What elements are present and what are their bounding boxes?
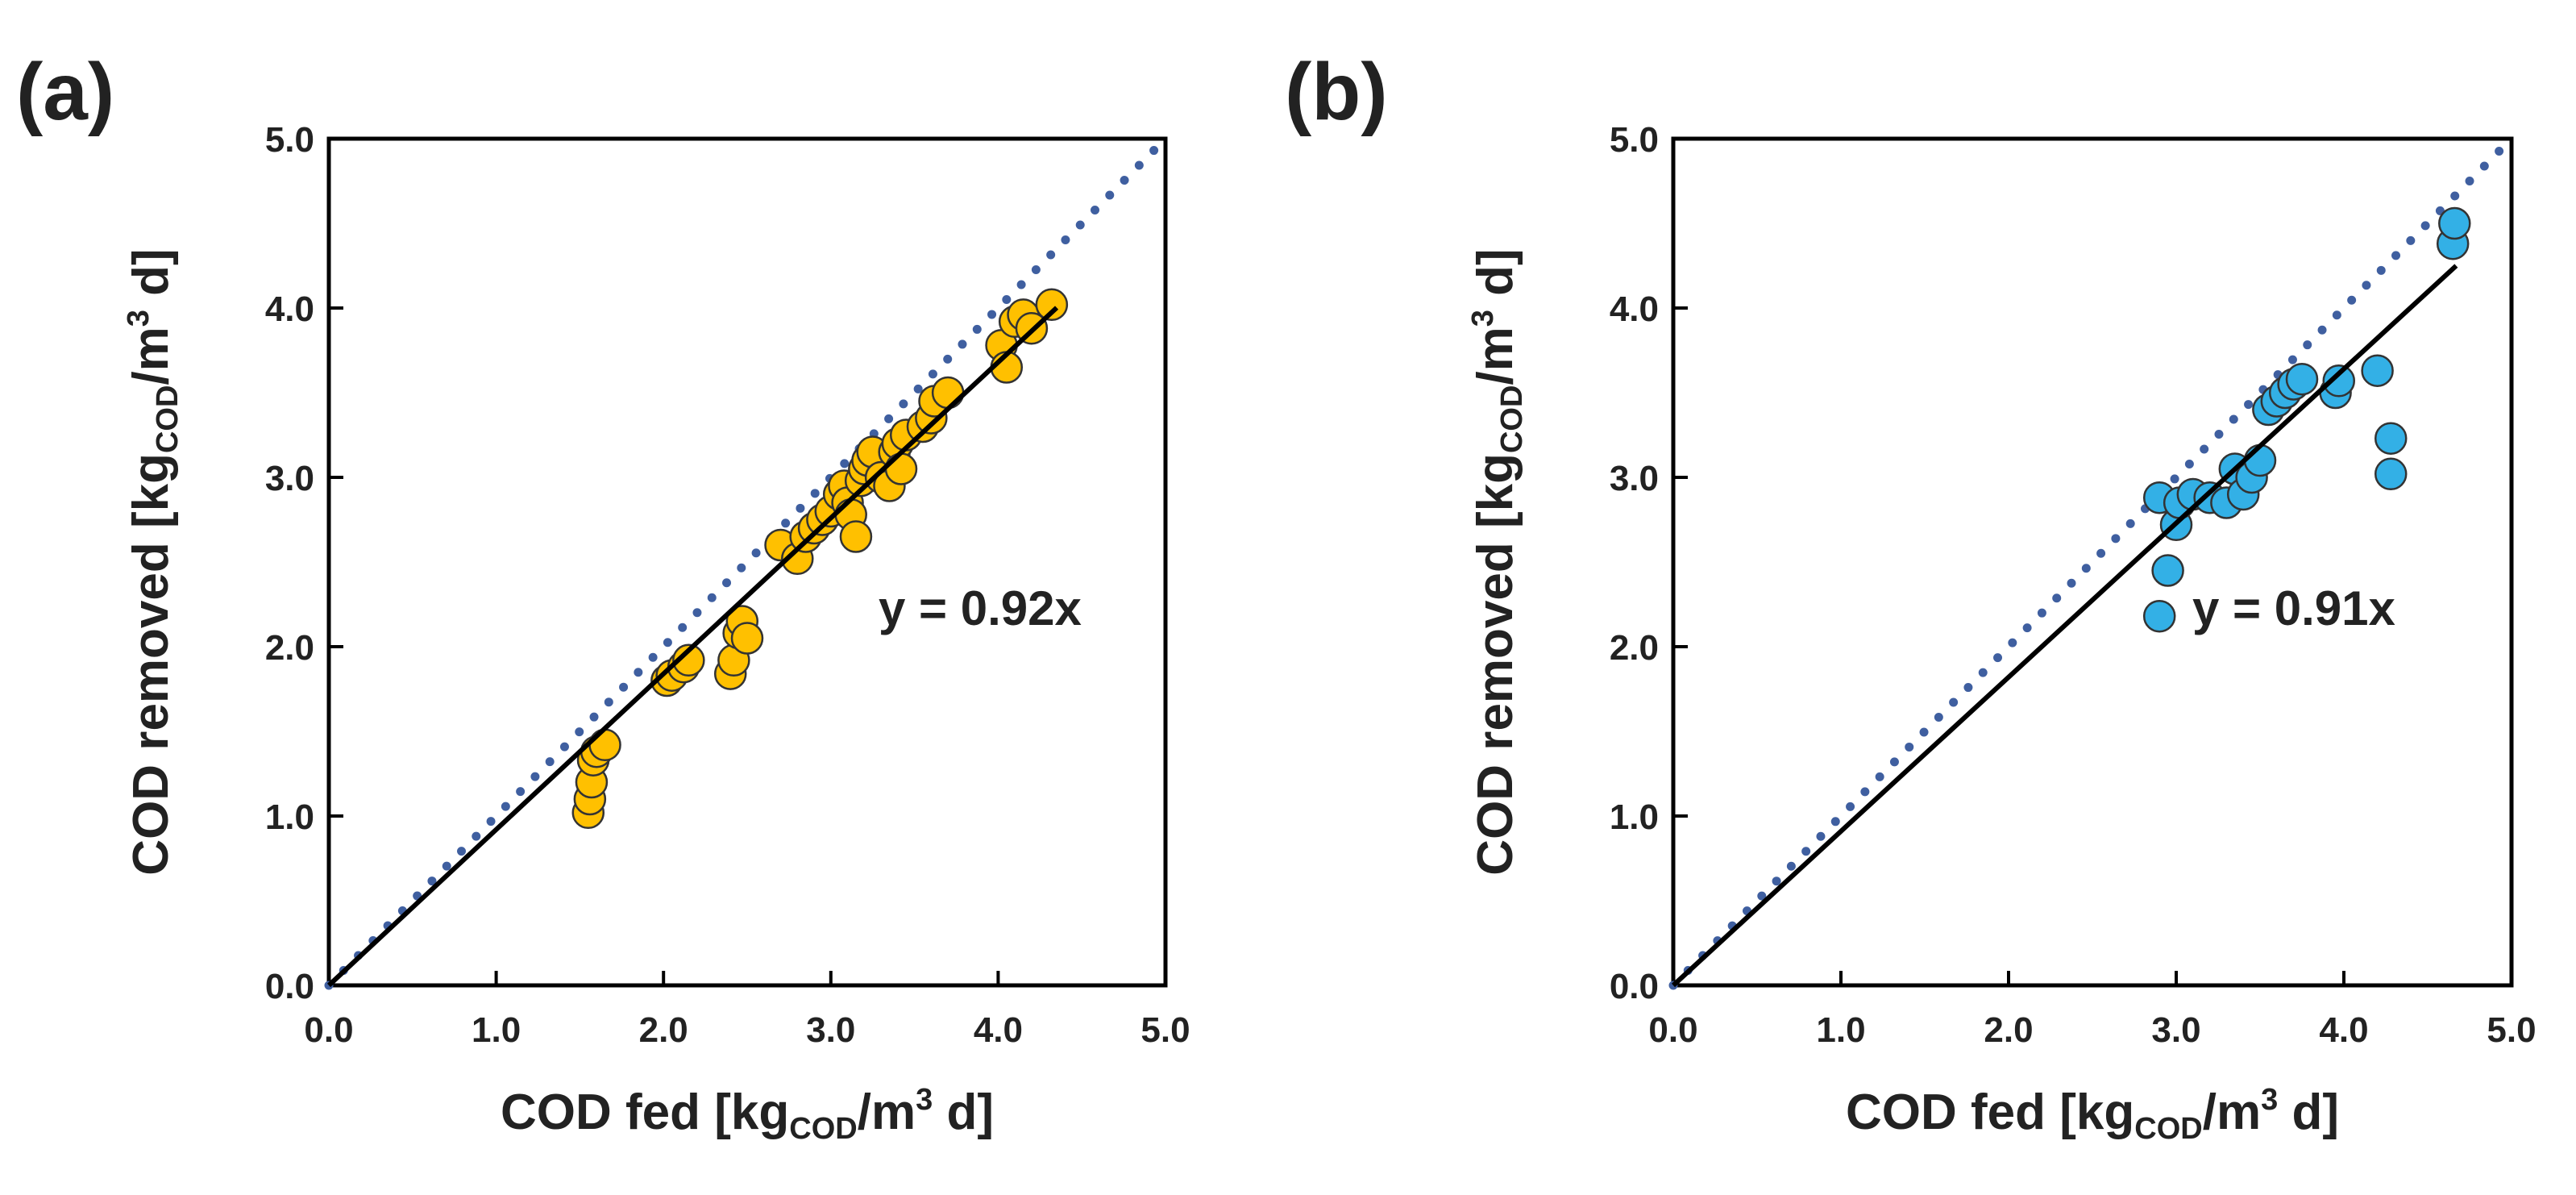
y-tick-label: 0.0 bbox=[265, 967, 314, 1006]
x-tick-label: 1.0 bbox=[472, 1010, 521, 1050]
x-axis-label: COD fed [kgCOD/m3 d] bbox=[1846, 1083, 2339, 1146]
data-point bbox=[2361, 354, 2394, 387]
panel-label: (b) bbox=[1285, 47, 1388, 137]
x-tick-label: 1.0 bbox=[1816, 1010, 1865, 1050]
data-point bbox=[588, 728, 621, 762]
y-tick-label: 0.0 bbox=[1610, 967, 1659, 1006]
data-point bbox=[884, 452, 918, 485]
data-point bbox=[2438, 206, 2471, 240]
x-tick-label: 0.0 bbox=[304, 1010, 353, 1050]
panel-label: (a) bbox=[16, 47, 114, 137]
fit-equation-label: y = 0.92x bbox=[879, 581, 1082, 635]
y-tick-label: 2.0 bbox=[1610, 628, 1659, 668]
x-tick-label: 2.0 bbox=[1984, 1010, 2033, 1050]
y-tick-label: 1.0 bbox=[265, 797, 314, 837]
x-tick-label: 4.0 bbox=[2319, 1010, 2368, 1050]
x-tick-label: 4.0 bbox=[974, 1010, 1023, 1050]
y-tick-label: 5.0 bbox=[1610, 120, 1659, 160]
x-axis-label: COD fed [kgCOD/m3 d] bbox=[501, 1083, 994, 1146]
y-tick-label: 4.0 bbox=[265, 289, 314, 329]
x-tick-label: 0.0 bbox=[1648, 1010, 1697, 1050]
reference-line-1to1 bbox=[324, 143, 1162, 990]
data-point bbox=[2243, 443, 2277, 477]
data-point bbox=[2142, 599, 2176, 633]
data-point bbox=[672, 643, 705, 677]
x-tick-label: 2.0 bbox=[639, 1010, 688, 1050]
data-point bbox=[1035, 288, 1069, 322]
plot-area-frame bbox=[326, 136, 1168, 988]
data-point bbox=[2374, 457, 2408, 491]
data-point bbox=[931, 376, 965, 410]
fit-equation-label: y = 0.91x bbox=[2192, 581, 2395, 635]
data-point bbox=[839, 520, 873, 553]
data-point bbox=[2285, 362, 2319, 396]
data-point bbox=[2322, 364, 2356, 398]
y-tick-label: 3.0 bbox=[1610, 459, 1659, 498]
chart-panel-b: (b) 0.0 1.0 2.0 3.0 4.0 5.0 0.0 1.0 2.0 3.0 4.0 5.0 C… bbox=[1285, 47, 2537, 1146]
y-tick-label: 3.0 bbox=[265, 459, 314, 498]
reference-line-1to1 bbox=[1668, 143, 2508, 990]
chart-panel-a: (a) 0.0 1.0 2.0 3.0 4.0 5.0 0.0 1.0 2.0 3.0 4.0 5.0 C… bbox=[16, 47, 1190, 1146]
y-tick-label: 2.0 bbox=[265, 628, 314, 668]
fit-line bbox=[1671, 264, 2458, 988]
x-tick-label: 3.0 bbox=[806, 1010, 855, 1050]
x-tick-label: 3.0 bbox=[2151, 1010, 2200, 1050]
data-point bbox=[730, 622, 764, 655]
y-tick-label: 5.0 bbox=[265, 120, 314, 160]
x-tick-label: 5.0 bbox=[1141, 1010, 1190, 1050]
y-axis-label: COD removed [kgCOD/m3 d] bbox=[122, 248, 185, 875]
x-tick-label: 5.0 bbox=[2487, 1010, 2536, 1050]
fit-line bbox=[326, 306, 1059, 988]
y-axis-label: COD removed [kgCOD/m3 d] bbox=[1466, 248, 1529, 875]
y-tick-label: 4.0 bbox=[1610, 289, 1659, 329]
data-point bbox=[2151, 554, 2184, 587]
data-point bbox=[2374, 422, 2408, 455]
plot-area-frame bbox=[1671, 136, 2514, 988]
y-tick-label: 1.0 bbox=[1610, 797, 1659, 837]
